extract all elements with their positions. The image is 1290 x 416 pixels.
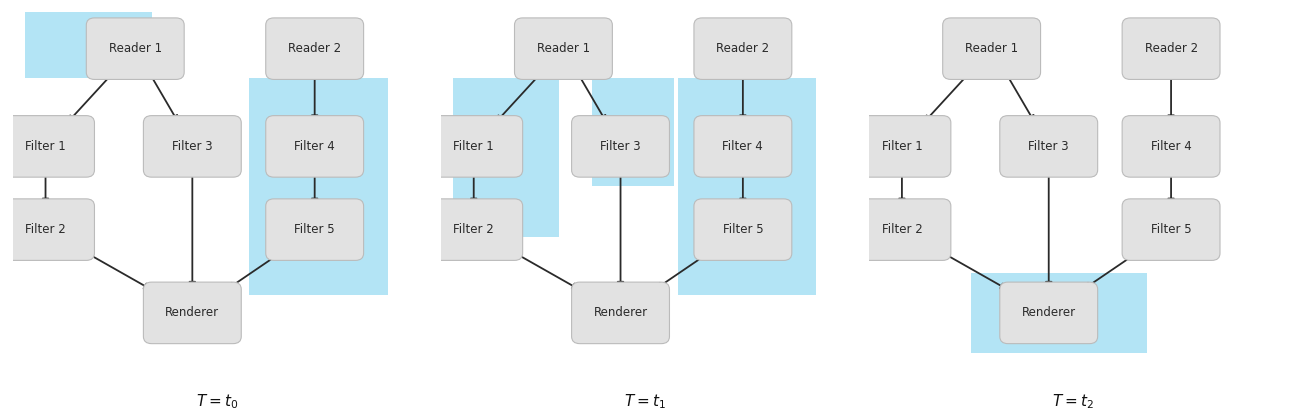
FancyBboxPatch shape bbox=[1122, 116, 1220, 177]
FancyBboxPatch shape bbox=[694, 116, 792, 177]
FancyBboxPatch shape bbox=[677, 78, 817, 295]
Text: Filter 3: Filter 3 bbox=[1028, 140, 1069, 153]
Text: Reader 1: Reader 1 bbox=[537, 42, 590, 55]
Text: Filter 3: Filter 3 bbox=[172, 140, 213, 153]
FancyBboxPatch shape bbox=[694, 18, 792, 79]
Text: Reader 2: Reader 2 bbox=[1144, 42, 1197, 55]
FancyBboxPatch shape bbox=[515, 18, 613, 79]
FancyBboxPatch shape bbox=[266, 199, 364, 260]
Text: Filter 5: Filter 5 bbox=[294, 223, 335, 236]
FancyBboxPatch shape bbox=[971, 273, 1147, 353]
FancyBboxPatch shape bbox=[143, 282, 241, 344]
Text: Filter 1: Filter 1 bbox=[881, 140, 922, 153]
Text: Renderer: Renderer bbox=[593, 306, 648, 319]
FancyBboxPatch shape bbox=[0, 199, 94, 260]
Text: Reader 1: Reader 1 bbox=[965, 42, 1018, 55]
FancyBboxPatch shape bbox=[453, 78, 560, 237]
Text: $T = t_1$: $T = t_1$ bbox=[624, 393, 666, 411]
FancyBboxPatch shape bbox=[143, 116, 241, 177]
Text: Reader 1: Reader 1 bbox=[108, 42, 161, 55]
Text: $T = t_2$: $T = t_2$ bbox=[1053, 393, 1094, 411]
FancyBboxPatch shape bbox=[1000, 282, 1098, 344]
Text: Filter 1: Filter 1 bbox=[25, 140, 66, 153]
Text: Renderer: Renderer bbox=[1022, 306, 1076, 319]
Text: Reader 2: Reader 2 bbox=[288, 42, 342, 55]
Text: Filter 5: Filter 5 bbox=[722, 223, 764, 236]
FancyBboxPatch shape bbox=[943, 18, 1041, 79]
FancyBboxPatch shape bbox=[266, 18, 364, 79]
FancyBboxPatch shape bbox=[424, 199, 522, 260]
FancyBboxPatch shape bbox=[571, 116, 670, 177]
FancyBboxPatch shape bbox=[249, 78, 388, 295]
Text: Filter 4: Filter 4 bbox=[722, 140, 764, 153]
FancyBboxPatch shape bbox=[571, 282, 670, 344]
Text: Filter 3: Filter 3 bbox=[600, 140, 641, 153]
Text: Reader 2: Reader 2 bbox=[716, 42, 769, 55]
FancyBboxPatch shape bbox=[853, 199, 951, 260]
FancyBboxPatch shape bbox=[1000, 116, 1098, 177]
Text: Filter 1: Filter 1 bbox=[453, 140, 494, 153]
FancyBboxPatch shape bbox=[1122, 199, 1220, 260]
FancyBboxPatch shape bbox=[853, 116, 951, 177]
FancyBboxPatch shape bbox=[266, 116, 364, 177]
FancyBboxPatch shape bbox=[592, 78, 673, 186]
Text: Filter 2: Filter 2 bbox=[25, 223, 66, 236]
FancyBboxPatch shape bbox=[0, 116, 94, 177]
Text: Filter 2: Filter 2 bbox=[453, 223, 494, 236]
FancyBboxPatch shape bbox=[1122, 18, 1220, 79]
Text: Filter 2: Filter 2 bbox=[881, 223, 922, 236]
FancyBboxPatch shape bbox=[86, 18, 184, 79]
Text: Filter 4: Filter 4 bbox=[1151, 140, 1192, 153]
Text: Filter 4: Filter 4 bbox=[294, 140, 335, 153]
Text: $T = t_0$: $T = t_0$ bbox=[196, 393, 237, 411]
FancyBboxPatch shape bbox=[25, 12, 151, 78]
FancyBboxPatch shape bbox=[694, 199, 792, 260]
Text: Filter 5: Filter 5 bbox=[1151, 223, 1192, 236]
Text: Renderer: Renderer bbox=[165, 306, 219, 319]
FancyBboxPatch shape bbox=[424, 116, 522, 177]
